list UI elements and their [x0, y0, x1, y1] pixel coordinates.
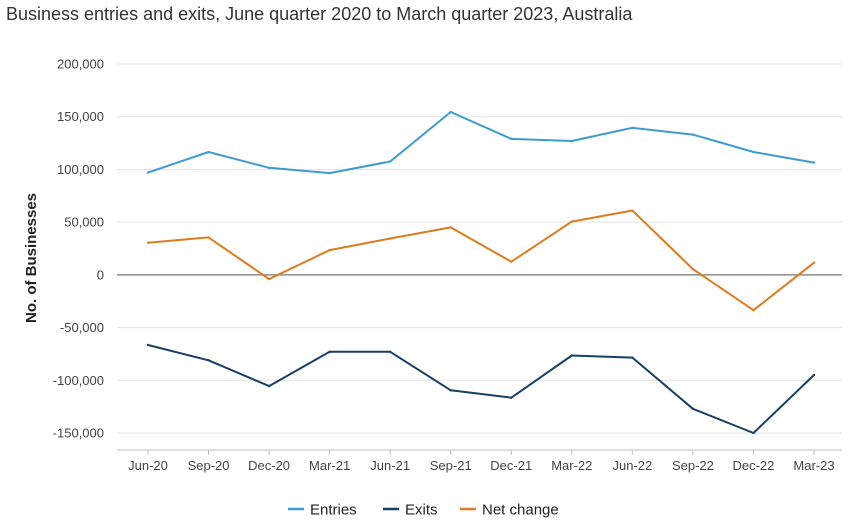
series-entries	[146, 110, 816, 175]
series-line-entries	[147, 111, 815, 175]
y-tick-label: -150,000	[53, 426, 104, 441]
x-axis-ticks: Jun-20 Sep-20 Dec-20 Mar-21 Jun-21 Sep-21 Dec-…	[128, 450, 835, 473]
data-point-exits	[146, 343, 150, 347]
data-point-net-change	[812, 261, 816, 264]
series-lines	[146, 110, 816, 435]
data-point-exits	[812, 373, 816, 377]
x-tick-label: Jun-20	[128, 458, 168, 473]
data-point-exits	[267, 384, 271, 388]
x-tick-label: Sep-22	[672, 458, 714, 473]
grid-lines	[117, 63, 842, 451]
legend-label-entries: Entries	[310, 502, 357, 519]
data-point-net-change	[328, 248, 331, 252]
x-tick-label: Dec-20	[248, 458, 290, 473]
x-tick-label: Jun-22	[612, 458, 652, 473]
data-point-net-change	[388, 237, 392, 240]
data-point-entries	[207, 150, 210, 154]
data-point-entries	[146, 171, 150, 174]
data-point-entries	[570, 139, 574, 143]
data-point-exits	[691, 407, 695, 410]
y-axis-label: No. of Businesses	[23, 193, 40, 323]
x-tick-label: Dec-22	[732, 458, 774, 473]
data-point-net-change	[570, 220, 574, 223]
data-point-entries	[812, 161, 816, 164]
data-point-exits	[328, 350, 331, 354]
y-tick-label: -100,000	[53, 373, 104, 388]
x-tick-label: Jun-21	[370, 458, 410, 473]
legend-label-exits: Exits	[405, 502, 438, 519]
data-point-net-change	[207, 236, 210, 239]
y-tick-label: 0	[97, 267, 104, 282]
data-point-exits	[570, 354, 574, 357]
data-point-net-change	[752, 308, 755, 312]
chart-title: Business entries and exits, June quarter…	[6, 4, 633, 24]
data-point-entries	[449, 110, 452, 114]
data-point-entries	[510, 137, 513, 141]
data-point-entries	[388, 160, 392, 163]
data-point-exits	[207, 359, 210, 362]
data-point-entries	[328, 171, 331, 175]
data-point-net-change	[510, 260, 513, 263]
data-point-entries	[691, 133, 695, 136]
data-point-entries	[631, 126, 634, 129]
y-tick-label: 150,000	[57, 109, 104, 124]
data-point-exits	[631, 356, 634, 359]
data-point-net-change	[691, 267, 695, 271]
data-point-entries	[267, 166, 271, 170]
x-tick-label: Sep-21	[430, 458, 472, 473]
y-tick-label: 50,000	[64, 215, 104, 230]
legend-label-net-change: Net change	[482, 502, 559, 519]
series-line-exits	[147, 344, 815, 434]
data-point-net-change	[631, 209, 634, 212]
data-point-exits	[752, 431, 755, 435]
data-point-net-change	[146, 241, 150, 244]
y-tick-label: -50,000	[60, 320, 104, 335]
data-point-net-change	[267, 277, 271, 281]
data-point-exits	[388, 350, 392, 354]
x-tick-label: Mar-21	[309, 458, 350, 473]
data-point-exits	[510, 396, 513, 399]
legend: Entries Exits Net change	[288, 502, 559, 519]
y-axis-ticks: 200,000 150,000 100,000 50,000 0 -50,000 -100,…	[53, 57, 104, 441]
series-line-net-change	[147, 209, 815, 312]
x-tick-label: Mar-22	[551, 458, 592, 473]
y-tick-label: 200,000	[57, 57, 104, 72]
data-point-net-change	[449, 226, 452, 229]
x-tick-label: Sep-20	[188, 458, 230, 473]
y-tick-label: 100,000	[57, 162, 104, 177]
series-exits	[146, 343, 816, 435]
data-point-entries	[752, 150, 755, 154]
x-tick-label: Dec-21	[490, 458, 532, 473]
data-point-exits	[449, 389, 452, 392]
x-tick-label: Mar-23	[793, 458, 834, 473]
series-net-change	[146, 209, 816, 312]
